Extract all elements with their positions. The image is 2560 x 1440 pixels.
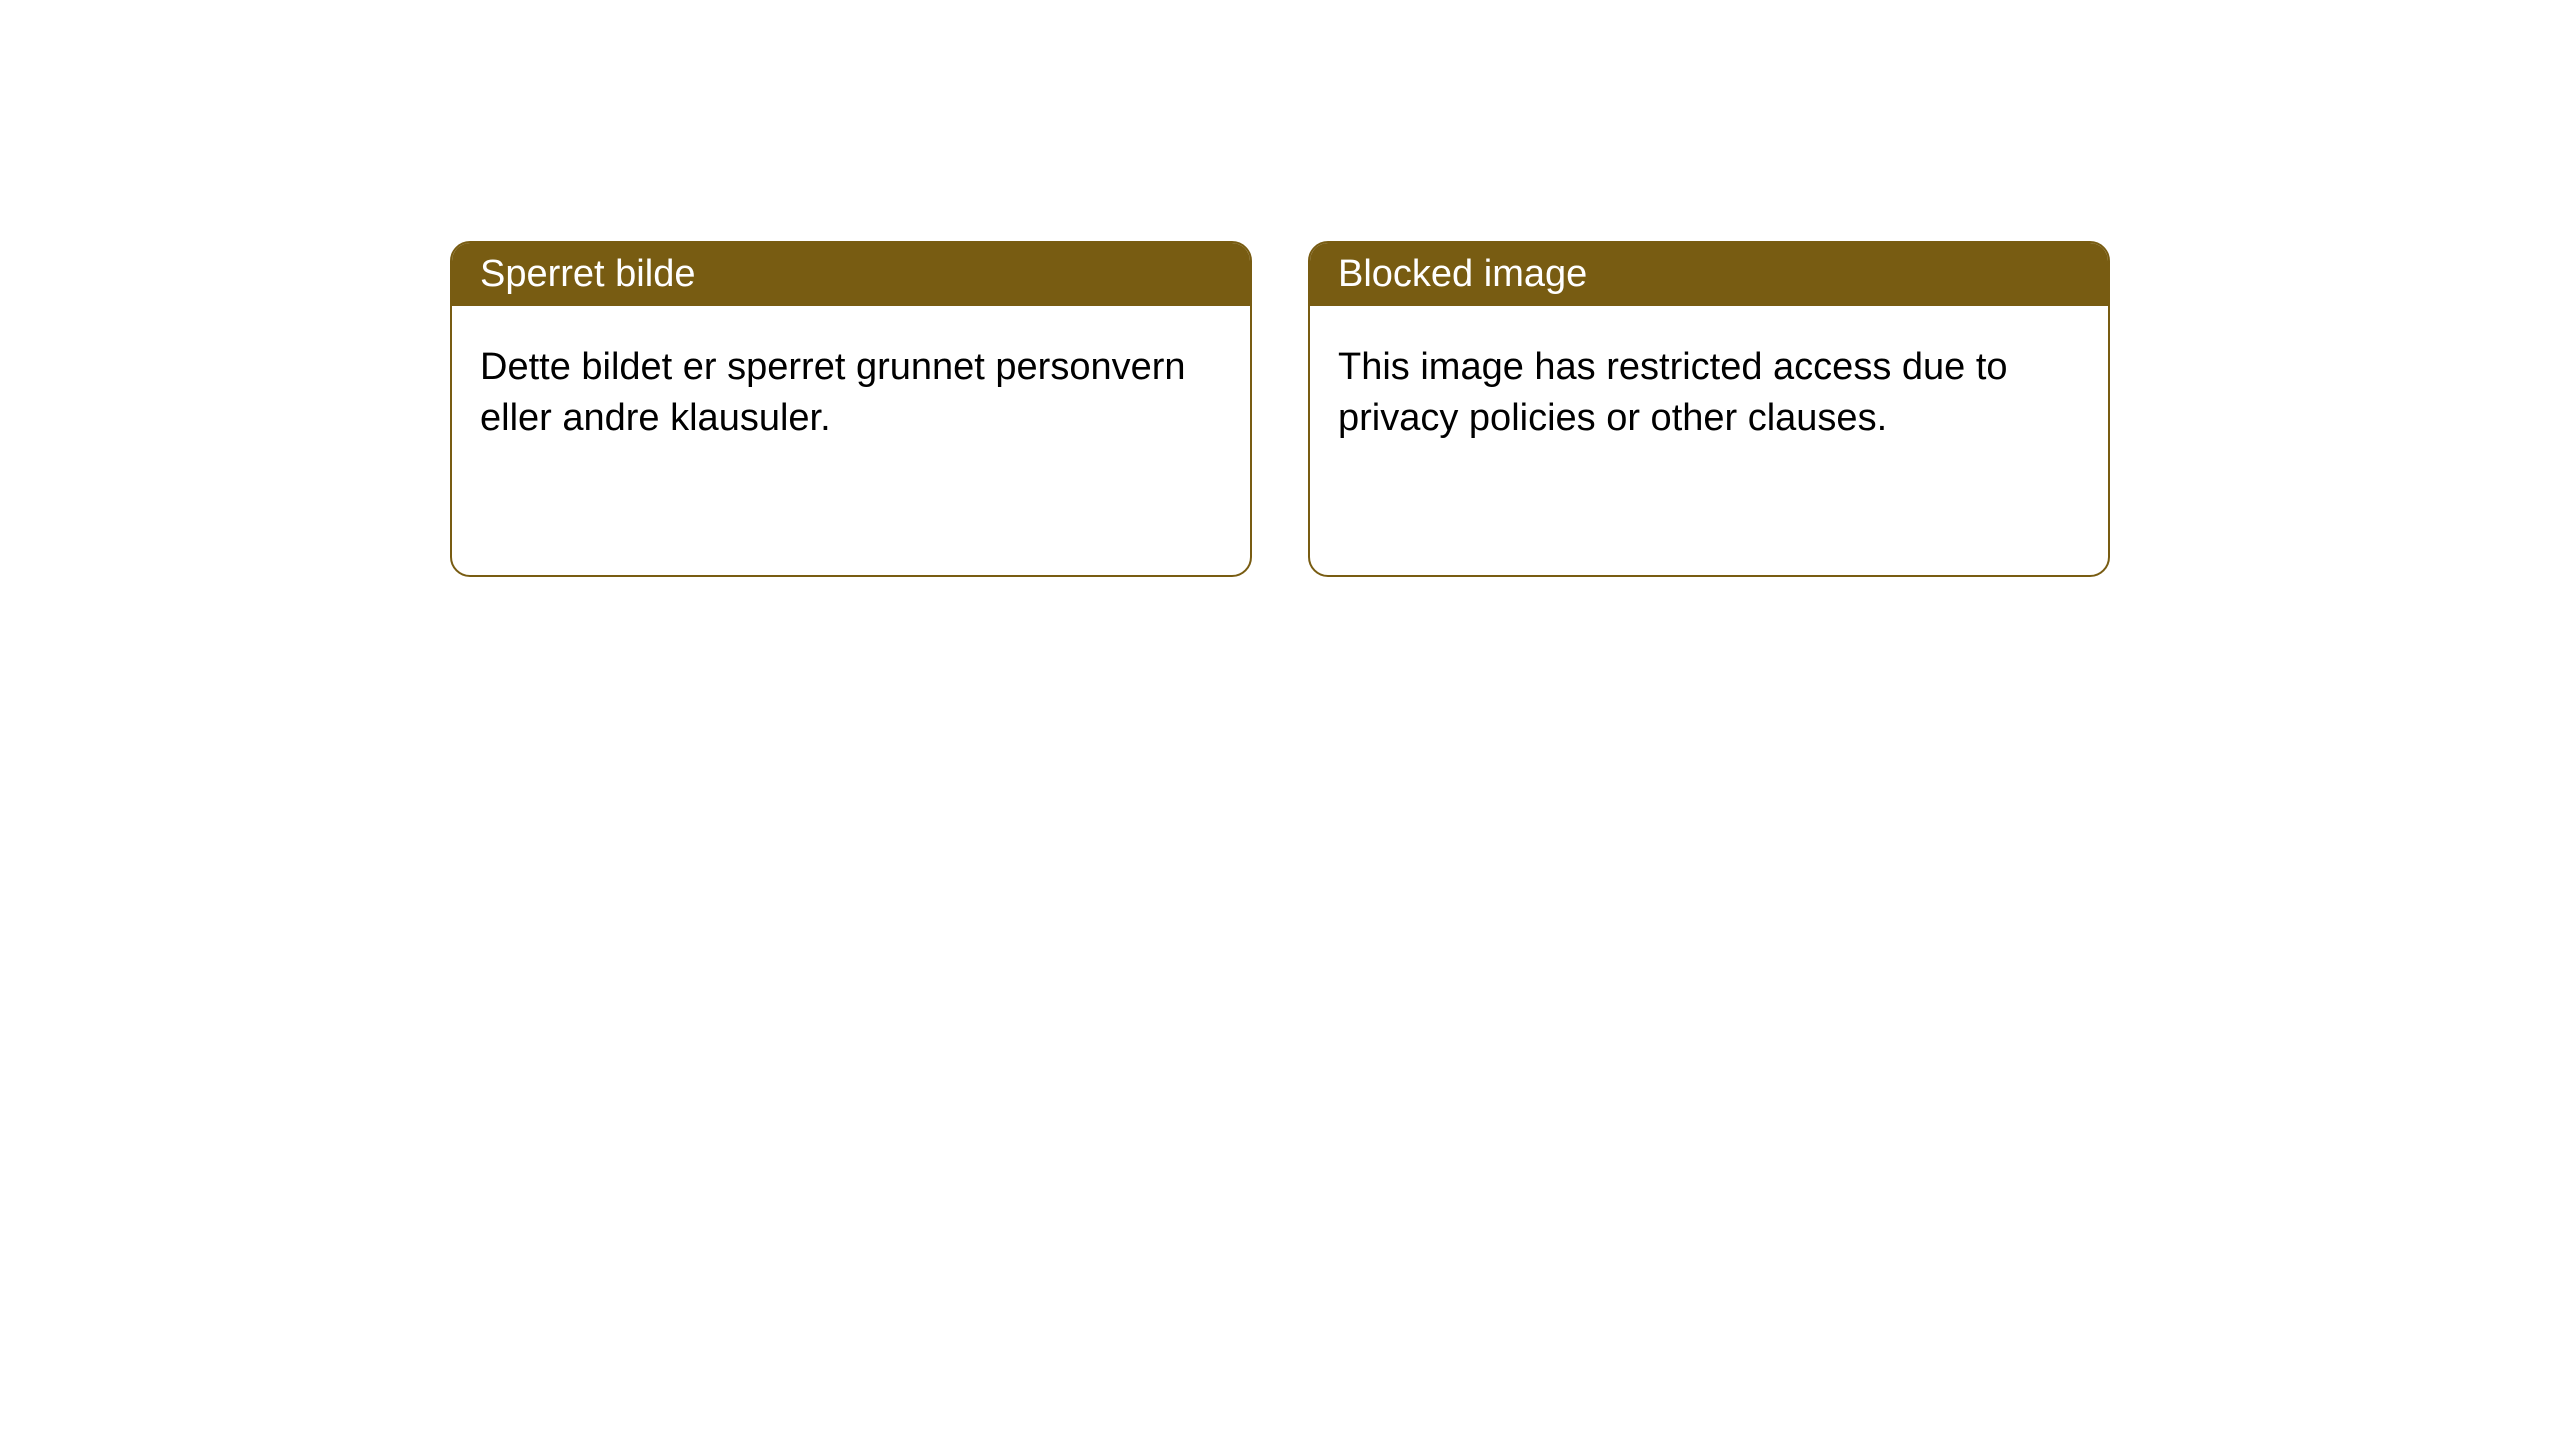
notice-header: Blocked image <box>1310 243 2108 306</box>
notice-title: Sperret bilde <box>480 253 695 295</box>
notice-message: This image has restricted access due to … <box>1338 346 2008 439</box>
notice-card-english: Blocked image This image has restricted … <box>1308 241 2110 577</box>
notice-header: Sperret bilde <box>452 243 1250 306</box>
notice-body: Dette bildet er sperret grunnet personve… <box>452 306 1250 481</box>
notice-body: This image has restricted access due to … <box>1310 306 2108 481</box>
notice-card-norwegian: Sperret bilde Dette bildet er sperret gr… <box>450 241 1252 577</box>
notice-title: Blocked image <box>1338 253 1587 295</box>
notice-message: Dette bildet er sperret grunnet personve… <box>480 346 1186 439</box>
notice-container: Sperret bilde Dette bildet er sperret gr… <box>0 0 2560 577</box>
